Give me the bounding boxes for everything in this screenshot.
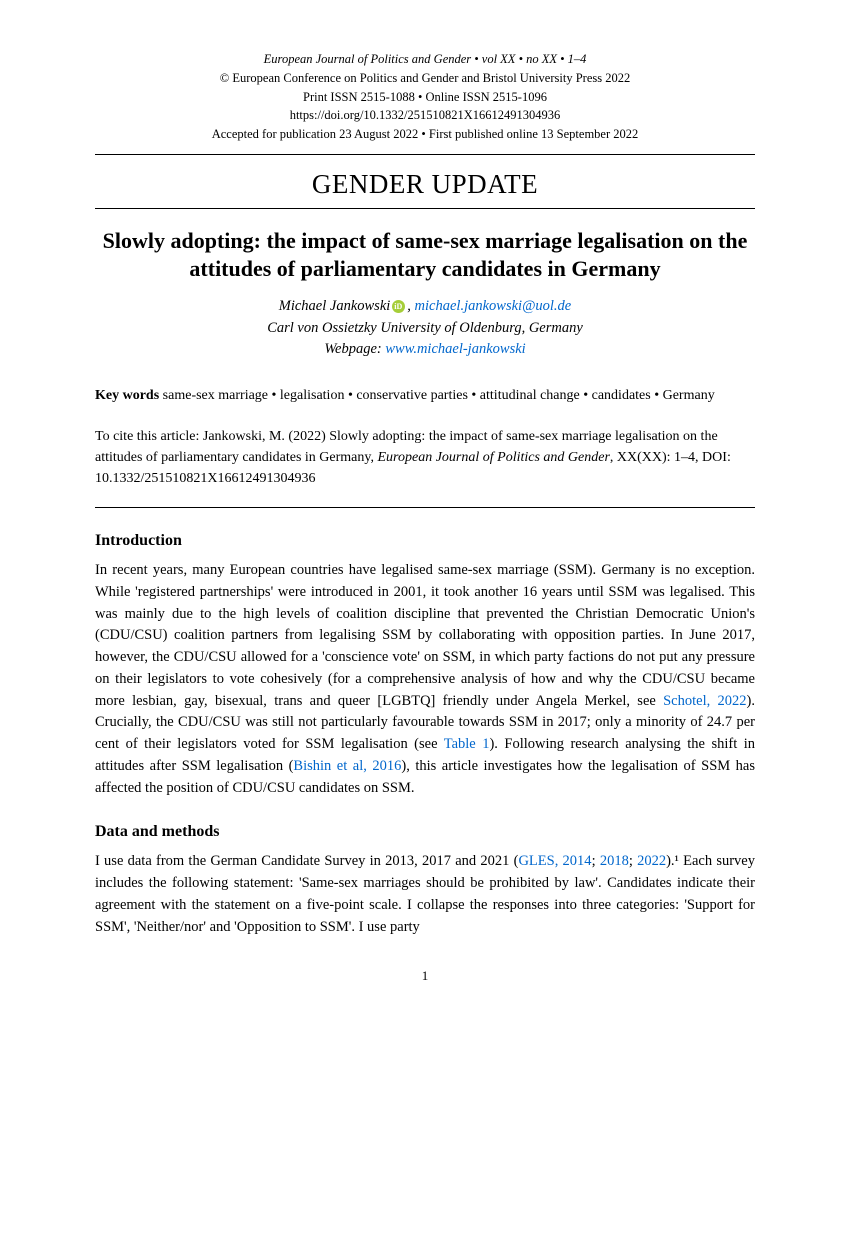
data-sep-2: ; — [629, 853, 637, 869]
ref-link-gles2014[interactable]: GLES, 2014 — [518, 853, 591, 869]
keywords-block: Key words same-sex marriage • legalisati… — [95, 385, 755, 406]
ref-link-gles2022[interactable]: 2022 — [637, 853, 666, 869]
copyright-line: © European Conference on Politics and Ge… — [95, 69, 755, 88]
ref-link-gles2018[interactable]: 2018 — [600, 853, 629, 869]
article-title: Slowly adopting: the impact of same-sex … — [95, 227, 755, 284]
doi-line: https://doi.org/10.1332/251510821X166124… — [95, 106, 755, 125]
dates-line: Accepted for publication 23 August 2022 … — [95, 125, 755, 144]
section-label: GENDER UPDATE — [95, 169, 755, 200]
author-affiliation: Carl von Ossietzky University of Oldenbu… — [267, 320, 583, 336]
divider-top — [95, 154, 755, 155]
table-link-1[interactable]: Table 1 — [444, 736, 490, 752]
header-metadata: European Journal of Politics and Gender … — [95, 50, 755, 144]
intro-heading: Introduction — [95, 532, 755, 550]
webpage-label: Webpage: — [324, 341, 385, 357]
divider-under-label — [95, 208, 755, 209]
data-text-1: I use data from the German Candidate Sur… — [95, 853, 518, 869]
journal-citation-line: European Journal of Politics and Gender … — [95, 50, 755, 69]
page-number: 1 — [95, 968, 755, 984]
citation-journal: European Journal of Politics and Gender — [378, 450, 610, 465]
orcid-icon[interactable] — [392, 300, 405, 313]
ref-link-schotel[interactable]: Schotel, 2022 — [663, 693, 746, 709]
author-webpage-link[interactable]: www.michael-jankowski — [385, 341, 525, 357]
keywords-text: same-sex marriage • legalisation • conse… — [159, 388, 715, 403]
data-methods-paragraph: I use data from the German Candidate Sur… — [95, 851, 755, 938]
intro-paragraph: In recent years, many European countries… — [95, 560, 755, 799]
divider-above-intro — [95, 507, 755, 508]
keywords-label: Key words — [95, 388, 159, 403]
ref-link-bishin[interactable]: Bishin et al, 2016 — [293, 758, 401, 774]
citation-block: To cite this article: Jankowski, M. (202… — [95, 426, 755, 489]
data-sep-1: ; — [592, 853, 600, 869]
intro-text-1: In recent years, many European countries… — [95, 562, 755, 709]
author-name: Michael Jankowski — [279, 298, 391, 314]
author-block: Michael Jankowski, michael.jankowski@uol… — [95, 296, 755, 361]
author-email-link[interactable]: michael.jankowski@uol.de — [415, 298, 572, 314]
data-methods-heading: Data and methods — [95, 823, 755, 841]
issn-line: Print ISSN 2515-1088 • Online ISSN 2515-… — [95, 88, 755, 107]
page-container: European Journal of Politics and Gender … — [0, 0, 850, 1024]
